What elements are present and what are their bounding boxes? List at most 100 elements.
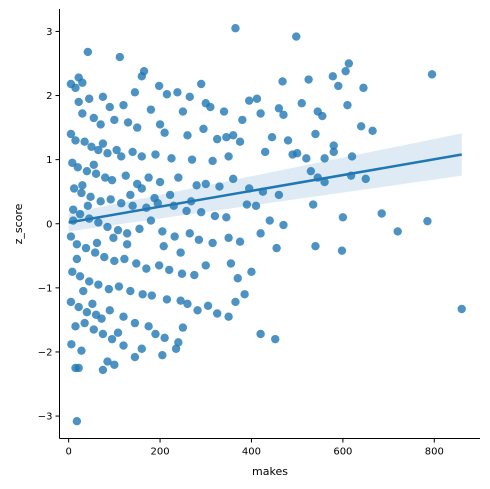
y-tick-label: 1 [46, 155, 52, 166]
data-point [66, 232, 76, 241]
data-point [311, 129, 320, 139]
data-point [123, 118, 133, 127]
data-point [66, 129, 76, 139]
data-point [164, 265, 174, 275]
data-point [292, 149, 302, 158]
data-point [271, 334, 280, 344]
data-point [115, 52, 125, 62]
data-point [94, 280, 103, 289]
data-point [104, 284, 114, 294]
data-point [256, 329, 265, 339]
data-point [173, 88, 182, 97]
data-point [78, 109, 87, 118]
data-point [240, 290, 249, 299]
data-point [154, 261, 164, 270]
data-point [423, 216, 432, 226]
data-point [170, 232, 179, 241]
data-point [146, 216, 156, 225]
data-point [457, 304, 466, 314]
data-point [251, 201, 261, 211]
x-tick-label: 0 [65, 447, 71, 458]
data-point [154, 81, 164, 91]
data-point [256, 109, 265, 118]
data-point [193, 306, 202, 315]
data-point [320, 154, 329, 163]
x-tick-label: 400 [242, 447, 261, 458]
data-point [196, 79, 206, 89]
data-point [128, 201, 137, 211]
data-point [158, 227, 167, 236]
data-point [368, 126, 377, 135]
data-point [178, 107, 188, 116]
data-point [146, 105, 156, 114]
data-point [107, 175, 117, 185]
data-point [158, 350, 167, 360]
data-point [208, 156, 217, 166]
y-tick-label: 2 [46, 91, 52, 102]
data-point [187, 155, 197, 164]
data-point [338, 213, 348, 222]
data-point [117, 199, 126, 208]
data-point [265, 216, 274, 225]
data-point [119, 100, 128, 110]
data-point [201, 261, 210, 270]
data-point [318, 111, 327, 121]
x-tick-label: 600 [333, 447, 352, 458]
data-point [174, 338, 183, 347]
data-point [292, 32, 301, 41]
data-point [279, 110, 288, 119]
data-point [196, 208, 206, 217]
y-tick-label: −2 [38, 347, 53, 358]
data-point [329, 141, 338, 150]
data-point [183, 131, 192, 140]
data-point [83, 201, 93, 211]
data-point [219, 107, 229, 116]
data-point [105, 306, 114, 315]
x-tick-label: 200 [151, 447, 170, 458]
data-point [224, 233, 233, 243]
data-point [80, 318, 89, 328]
regression-line-layer [68, 153, 462, 224]
data-point [130, 88, 140, 97]
data-point [122, 229, 132, 238]
data-point [147, 291, 157, 300]
data-point [89, 325, 98, 334]
data-point [138, 290, 147, 299]
data-point [69, 205, 78, 214]
data-point [235, 137, 245, 146]
data-point [150, 193, 159, 203]
data-point [231, 297, 240, 307]
data-point [96, 120, 105, 129]
data-point [297, 99, 306, 108]
data-point [98, 365, 108, 375]
data-point [347, 152, 357, 161]
data-point [133, 123, 142, 132]
x-tick-label: 800 [425, 447, 444, 458]
confidence-band-layer [68, 133, 462, 232]
data-point [117, 152, 126, 161]
data-point [105, 102, 114, 112]
data-point [256, 229, 265, 238]
data-point [343, 100, 352, 110]
data-point [78, 78, 87, 87]
data-point [72, 254, 82, 264]
data-point [137, 344, 146, 353]
data-point [320, 177, 329, 187]
data-point [194, 235, 204, 244]
data-point [80, 137, 89, 146]
data-point [208, 238, 217, 248]
data-point [151, 329, 160, 339]
data-point [260, 147, 270, 157]
data-point [182, 206, 191, 216]
data-point [122, 240, 132, 249]
data-point [72, 416, 82, 426]
data-point [393, 227, 402, 236]
y-tick-label: −3 [38, 412, 53, 423]
y-tick-label: 0 [46, 219, 52, 230]
data-point [74, 363, 83, 373]
data-point [73, 163, 82, 172]
data-point [144, 322, 153, 331]
data-point [272, 243, 281, 253]
data-point [119, 312, 128, 321]
data-point [165, 190, 175, 200]
